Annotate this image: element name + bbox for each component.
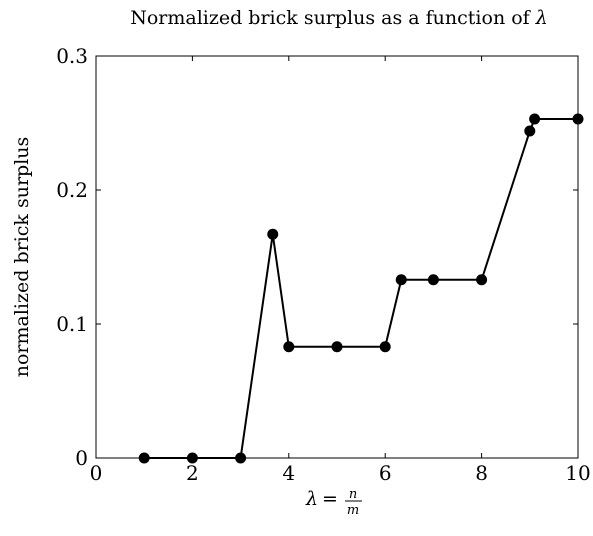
data-point (395, 274, 407, 286)
x-tick-label: 0 (90, 461, 103, 485)
data-points (138, 113, 584, 464)
plot-frame (95, 55, 579, 459)
data-point (427, 274, 439, 286)
data-point (235, 452, 247, 464)
data-point (331, 341, 343, 353)
data-point (524, 125, 536, 137)
data-point (379, 341, 391, 353)
x-axis-label-lambda: λ (305, 488, 318, 510)
x-tick-label: 8 (475, 461, 488, 485)
x-axis-label-denominator: m (347, 503, 359, 518)
x-tick-label: 2 (186, 461, 199, 485)
data-point (283, 341, 295, 353)
y-axis-label: normalized brick surplus (11, 137, 33, 378)
x-axis-label-equals: = (322, 488, 338, 510)
data-point (138, 452, 150, 464)
y-tick-label: 0 (75, 446, 88, 470)
data-point (186, 452, 198, 464)
y-tick-label: 0.3 (56, 44, 88, 68)
data-point (529, 113, 541, 125)
x-tick-label: 4 (282, 461, 295, 485)
x-axis-label-numerator: n (349, 487, 357, 502)
series-line (144, 117, 578, 459)
x-tick-label: 10 (565, 461, 590, 485)
y-tick-label: 0.1 (56, 312, 88, 336)
x-tick-label: 6 (379, 461, 392, 485)
chart-title: Normalized brick surplus as a function o… (130, 7, 548, 29)
data-point (267, 228, 279, 240)
data-point (572, 113, 584, 125)
axis-ticks (95, 55, 579, 459)
x-axis-label: λ = n m (305, 487, 362, 518)
tick-labels: 0 2 4 6 8 10 0 0.1 0.2 0.3 (56, 44, 591, 485)
data-point (476, 274, 488, 286)
y-tick-label: 0.2 (56, 178, 88, 202)
